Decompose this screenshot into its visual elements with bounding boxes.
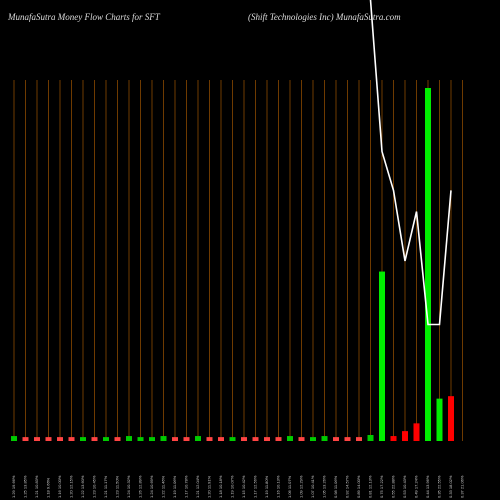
x-tick-label: 0.75 17.22% bbox=[379, 475, 384, 498]
x-tick-label: 1.17 12.56% bbox=[253, 475, 258, 498]
x-tick-label: 0.35 22.55% bbox=[437, 475, 442, 498]
bar bbox=[356, 437, 362, 441]
x-tick-label: 0.49 17.24% bbox=[414, 475, 419, 498]
x-tick-label: 0.53 10.43% bbox=[402, 475, 407, 498]
bar bbox=[252, 437, 259, 441]
bar bbox=[160, 436, 167, 441]
x-tick-label: 1.21 10.83% bbox=[34, 475, 39, 498]
x-tick-label: 1.22 11.46% bbox=[161, 475, 166, 498]
bar bbox=[436, 398, 443, 441]
x-tick-label: 0.37 21.06% bbox=[460, 475, 465, 498]
x-tick-label: 1.22 13.60% bbox=[80, 475, 85, 498]
price-line bbox=[369, 0, 452, 326]
bar bbox=[367, 434, 374, 441]
bar bbox=[448, 396, 454, 441]
bar bbox=[183, 437, 190, 441]
bar bbox=[402, 431, 408, 441]
bar bbox=[103, 437, 109, 441]
x-tick-label: 1.16 10.00% bbox=[57, 475, 62, 498]
bar bbox=[264, 437, 270, 441]
x-tick-label: 1.15 10.42% bbox=[241, 475, 246, 498]
x-tick-label: 1.29 19.66% bbox=[11, 475, 16, 498]
bar bbox=[321, 436, 328, 441]
bar bbox=[195, 436, 201, 441]
x-tick-label: 1.25 13.85% bbox=[23, 475, 28, 498]
bar bbox=[68, 437, 75, 441]
x-tick-label: 1.17 10.78% bbox=[184, 475, 189, 498]
bar bbox=[206, 437, 213, 441]
x-tick-label: 1.19 10.07% bbox=[230, 475, 235, 498]
bar bbox=[333, 437, 339, 441]
bar bbox=[172, 437, 178, 441]
chart-title: MunafaSutra Money Flow Charts for SFT bbox=[7, 12, 161, 22]
bar bbox=[126, 436, 132, 441]
x-tick-label: 1.09 12.29% bbox=[299, 475, 304, 498]
x-tick-label: 1.24 10.69% bbox=[149, 475, 154, 498]
bar bbox=[275, 437, 282, 441]
x-tick-label: 0.81 12.13% bbox=[368, 475, 373, 498]
bar bbox=[413, 423, 420, 441]
bar bbox=[390, 436, 397, 441]
x-tick-label: 1.19 11.80% bbox=[264, 475, 269, 498]
bar bbox=[137, 437, 144, 441]
bar bbox=[149, 437, 155, 441]
x-tick-label: 1.21 12.04% bbox=[195, 475, 200, 498]
bar bbox=[45, 437, 52, 441]
bar bbox=[22, 437, 29, 441]
bar bbox=[11, 436, 17, 441]
x-tick-label: 1.26 12.89% bbox=[138, 475, 143, 498]
x-tick-label: 1.18 9.66% bbox=[46, 477, 51, 498]
x-tick-label: 1.07 10.41% bbox=[310, 475, 315, 498]
x-tick-label: 1.23 10.45% bbox=[92, 475, 97, 498]
x-tick-label: 0.33 18.02% bbox=[448, 475, 453, 498]
x-tick-label: 1.06 11.07% bbox=[287, 475, 292, 498]
bar bbox=[218, 437, 224, 441]
x-tick-label: 1.18 10.18% bbox=[218, 475, 223, 498]
bar bbox=[287, 436, 293, 441]
x-tick-label: 1.16 10.13% bbox=[276, 475, 281, 498]
bar bbox=[229, 437, 236, 441]
bar bbox=[298, 437, 305, 441]
bar bbox=[379, 271, 385, 441]
x-tick-label: 0.89 14.00% bbox=[356, 475, 361, 498]
x-tick-label: 1.24 10.32% bbox=[126, 475, 131, 498]
x-tick-label: 0.92 14.57% bbox=[345, 475, 350, 498]
bar bbox=[114, 437, 121, 441]
x-tick-label: 1.23 11.50% bbox=[115, 475, 120, 498]
bar bbox=[80, 437, 86, 441]
bar bbox=[91, 437, 98, 441]
bar bbox=[241, 437, 247, 441]
x-tick-label: 0.55 22.88% bbox=[391, 475, 396, 498]
x-tick-label: 0.98 11.06% bbox=[333, 475, 338, 498]
bar bbox=[425, 88, 431, 441]
x-tick-label: 1.20 11.91% bbox=[207, 475, 212, 498]
x-tick-label: 1.19 11.06% bbox=[172, 475, 177, 498]
x-tick-label: 1.20 12.15% bbox=[69, 475, 74, 498]
chart-subtitle: (Shift Technologies Inc) MunafaSutra.com bbox=[248, 12, 401, 22]
bar bbox=[57, 437, 63, 441]
bar bbox=[310, 437, 316, 441]
x-tick-label: 1.21 11.17% bbox=[103, 475, 108, 498]
bar bbox=[34, 437, 40, 441]
x-tick-label: 0.44 13.96% bbox=[425, 475, 430, 498]
x-tick-label: 1.05 13.26% bbox=[322, 475, 327, 498]
bar bbox=[344, 437, 351, 441]
